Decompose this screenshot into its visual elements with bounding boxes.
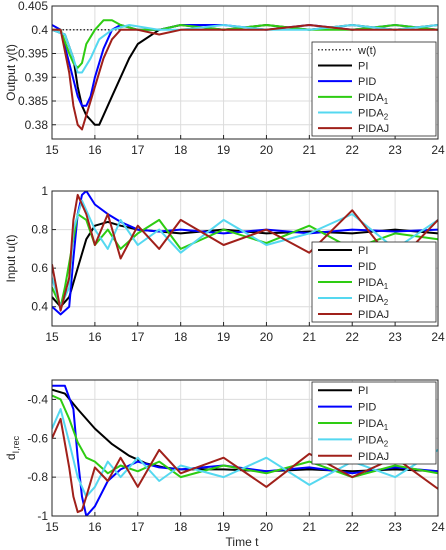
y-tick-label: 0.4: [31, 23, 48, 37]
legend-label-subscript: 2: [384, 439, 389, 448]
legend: PI PID PIDA1 PIDA2 PIDAJ: [311, 241, 437, 323]
series-line-pida2: [52, 408, 438, 498]
legend-box: [311, 41, 437, 137]
x-tick-label: 22: [346, 330, 360, 344]
legend-label-pida2: PIDA2: [358, 434, 389, 448]
x-tick-label: 21: [303, 520, 317, 534]
x-tick-label: 19: [217, 520, 231, 534]
x-tick-label: 19: [217, 330, 231, 344]
axes-frame: [51, 190, 439, 327]
x-tick-label: 16: [88, 520, 102, 534]
x-tick-label: 22: [346, 143, 360, 157]
y-tick-label: 0.39: [25, 70, 49, 84]
legend-label-pida2: PIDA2: [358, 108, 389, 122]
x-tick-label: 23: [388, 330, 402, 344]
y-tick-label: -0.6: [27, 431, 48, 445]
figure-xlabel: Time t: [226, 535, 260, 549]
y-tick-label: -1: [37, 509, 48, 523]
y-axis-label-subscript: I,rec: [11, 435, 21, 453]
series-line-pida1: [52, 394, 438, 479]
y-tick-label: 0.38: [25, 118, 49, 132]
legend-label-w(t): w(t): [357, 45, 376, 57]
x-tick-label: 17: [131, 520, 145, 534]
series-line-pidaj: [52, 417, 438, 514]
panel-3: 15 16 17 18 19 20 21 22 23 24-1-0.8-0.6-0.4dI,rec…: [4, 379, 445, 534]
chart-panels: 15 16 17 18 19 20 21 22 23 240.380.3850.390.3950.…: [4, 0, 445, 534]
legend-label-pi: PI: [358, 385, 368, 397]
x-tick-label: 15: [45, 330, 59, 344]
x-tick-label: 23: [388, 520, 402, 534]
legend-label-pida1: PIDA1: [358, 418, 389, 432]
x-tick-label: 23: [388, 143, 402, 157]
y-tick-label: 0.8: [31, 223, 48, 237]
y-tick-label: 1: [41, 184, 48, 198]
legend-label-pi: PI: [358, 61, 368, 73]
legend-label-subscript: 2: [384, 113, 389, 122]
x-tick-label: 15: [45, 520, 59, 534]
y-tick-label: 0.6: [31, 261, 48, 275]
x-tick-label: 24: [431, 143, 445, 157]
legend-label-pida1: PIDA1: [358, 277, 389, 291]
x-tick-label: 18: [174, 143, 188, 157]
axes-frame: [51, 379, 439, 517]
series-lines: [52, 19, 438, 131]
legend-label-pid: PID: [358, 261, 376, 273]
series-lines: [52, 191, 438, 316]
legend-label-pidaj: PIDAJ: [358, 123, 389, 135]
x-tick-label: 20: [260, 520, 274, 534]
series-lines: [52, 384, 438, 516]
x-tick-label: 22: [346, 520, 360, 534]
x-tick-label: 20: [260, 143, 274, 157]
y-tick-label: 0.4: [31, 300, 48, 314]
y-tick-label: 0.385: [18, 94, 48, 108]
x-tick-label: 17: [131, 143, 145, 157]
y-tick-label: 0.405: [18, 0, 48, 13]
y-axis-label: Output y(t): [4, 44, 18, 101]
x-tick-label: 24: [431, 330, 445, 344]
x-tick-label: 21: [303, 143, 317, 157]
x-tick-label: 20: [260, 330, 274, 344]
x-tick-label: 19: [217, 143, 231, 157]
legend-label-subscript: 1: [384, 97, 389, 106]
x-tick-label: 16: [88, 330, 102, 344]
legend-label-pid: PID: [358, 76, 376, 88]
legend-label-pidaj: PIDAJ: [358, 309, 389, 321]
x-tick-label: 16: [88, 143, 102, 157]
legend-label-pidaj: PIDAJ: [358, 451, 389, 463]
series-line-pida2: [52, 24, 438, 74]
series-line-pidaj: [52, 24, 438, 131]
axes-frame: [51, 5, 439, 140]
legend-label-pida1: PIDA1: [358, 92, 389, 106]
y-axis-label: dI,rec: [4, 435, 21, 460]
legend-label-pid: PID: [358, 402, 376, 414]
x-tick-label: 18: [174, 520, 188, 534]
x-tick-label: 18: [174, 330, 188, 344]
panel-1: 15 16 17 18 19 20 21 22 23 240.380.3850.390.3950.…: [4, 0, 445, 157]
legend: PI PID PIDA1 PIDA2 PIDAJ: [311, 381, 437, 465]
y-axis-label: Input u(t): [4, 234, 18, 282]
legend-label-pida2: PIDA2: [358, 293, 389, 307]
y-tick-label: -0.4: [27, 392, 48, 406]
y-tick-label: -0.8: [27, 470, 48, 484]
x-tick-label: 17: [131, 330, 145, 344]
x-tick-label: 21: [303, 330, 317, 344]
y-tick-label: 0.395: [18, 47, 48, 61]
x-tick-label: 15: [45, 143, 59, 157]
legend-label-subscript: 2: [384, 298, 389, 307]
legend-label-subscript: 1: [384, 282, 389, 291]
legend-label-subscript: 1: [384, 423, 389, 432]
series-line-pid: [52, 384, 438, 516]
x-tick-label: 24: [431, 520, 445, 534]
legend-label-pi: PI: [358, 245, 368, 257]
